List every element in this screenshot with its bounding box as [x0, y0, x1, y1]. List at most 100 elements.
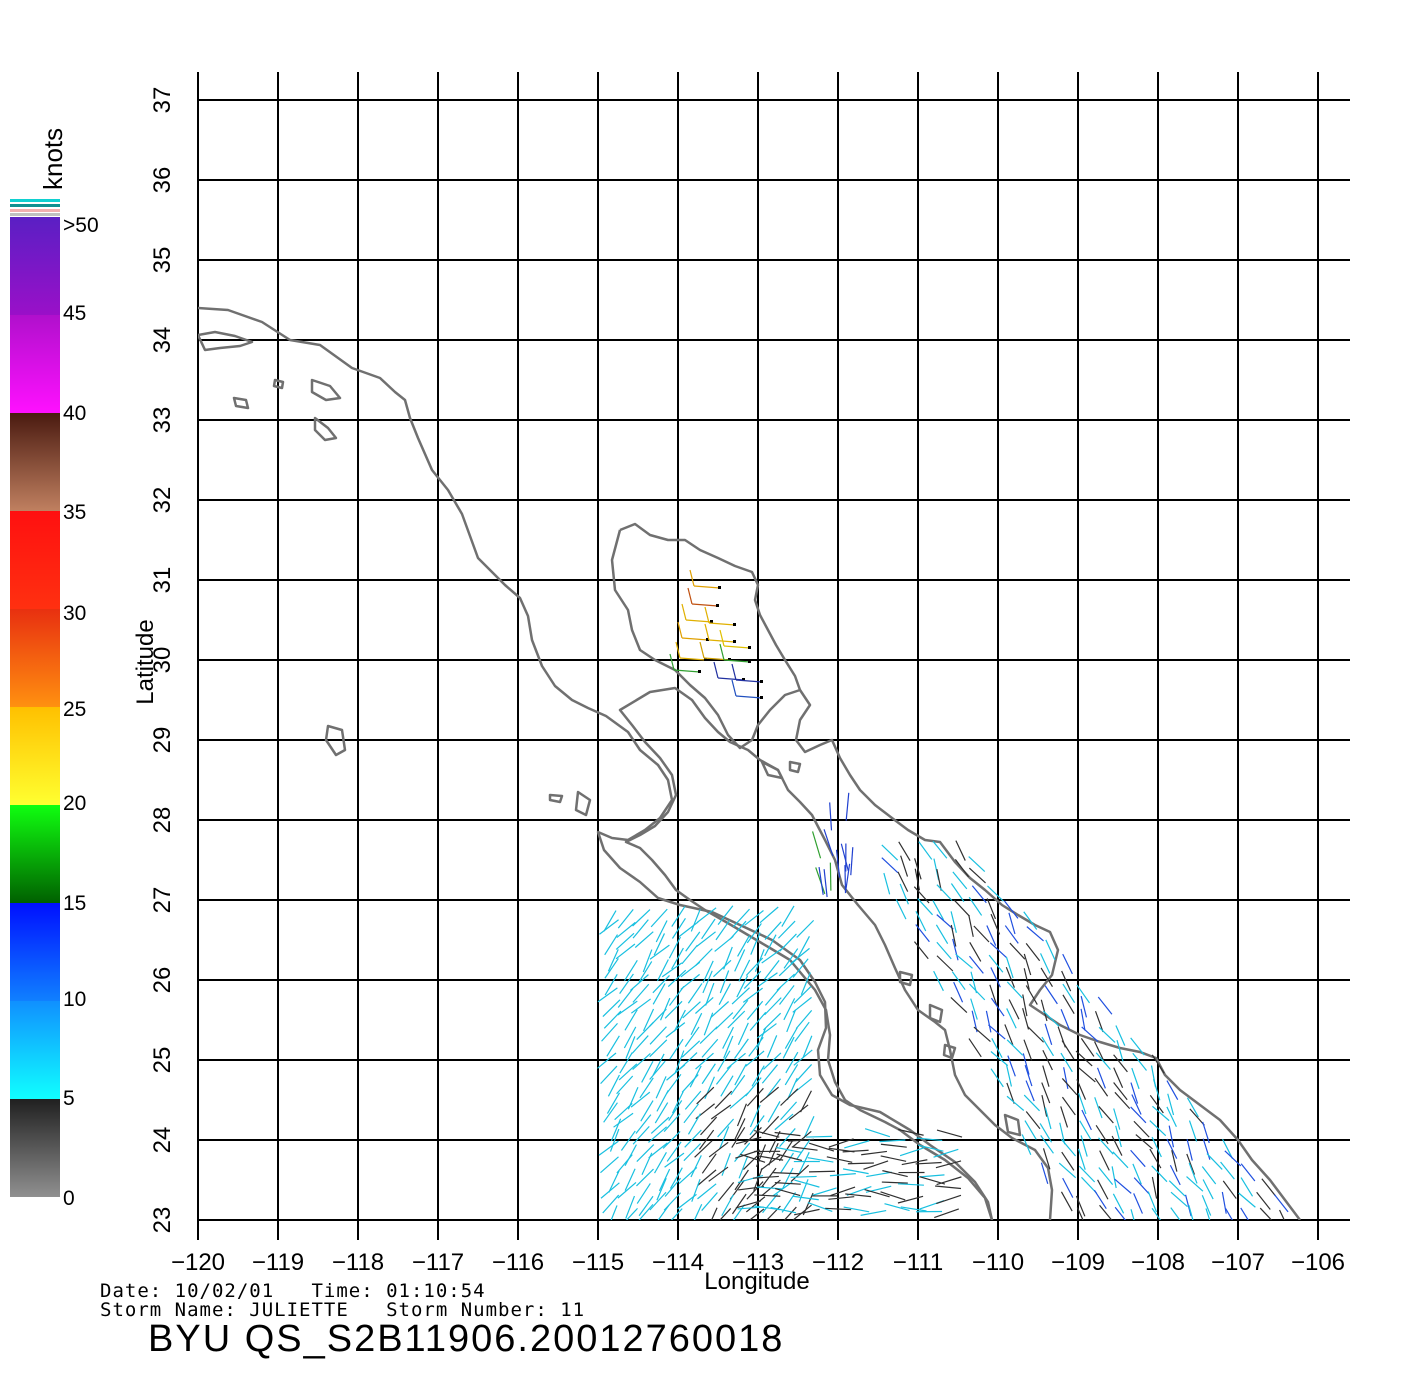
wind-vector	[1094, 1011, 1104, 1033]
lon-tick-label: −108	[1131, 1249, 1185, 1276]
wind-vector	[618, 1063, 638, 1081]
wind-vector	[990, 1068, 1004, 1088]
wind-vector	[990, 1051, 1009, 1067]
wind-vector	[901, 1159, 928, 1166]
wind-vector	[884, 1203, 910, 1212]
wind-vector-origin	[710, 620, 713, 623]
island-5	[313, 416, 338, 442]
wind-vector	[1133, 1120, 1150, 1138]
wind-vector	[738, 1155, 749, 1179]
wind-vector	[704, 606, 710, 624]
wind-vector	[1078, 1067, 1096, 1083]
wind-vector	[864, 1128, 891, 1138]
latitude-tick-labels: 23 24 25 26 27 28 29 30 31 32 33 34 35 36 37	[149, 87, 176, 1234]
lon-tick-label: −120	[171, 1249, 225, 1276]
legend-tick-label: 25	[63, 698, 86, 721]
wind-vector	[603, 910, 617, 932]
wind-vector-origin	[706, 638, 709, 641]
wind-vector	[1167, 1093, 1175, 1116]
wind-vector	[636, 1168, 654, 1187]
wind-vector	[1240, 1163, 1256, 1182]
wind-vector	[1186, 1097, 1199, 1118]
wind-vector	[936, 955, 954, 972]
wind-vector	[649, 1060, 666, 1080]
wind-vector	[742, 987, 763, 1003]
wind-vector	[845, 792, 850, 821]
wind-vector	[639, 1077, 654, 1099]
wind-vector	[1095, 1052, 1111, 1070]
wind-vector	[693, 1203, 703, 1220]
lon-tick-label: −117	[412, 1249, 464, 1276]
wind-vector	[794, 1179, 820, 1188]
wind-vector	[632, 909, 651, 927]
wind-vector	[986, 898, 997, 920]
wind-vector	[658, 1168, 671, 1192]
wind-vector	[1042, 1010, 1060, 1027]
wind-vector	[1152, 1105, 1170, 1122]
wind-vector	[745, 1050, 765, 1067]
wind-vector	[723, 645, 751, 649]
wind-vector	[1256, 1191, 1271, 1210]
wind-vector	[652, 1053, 665, 1076]
product-title: BYU QS_S2B11906.20012760018	[148, 1318, 785, 1360]
wind-vector	[842, 1149, 869, 1153]
wind-vector	[601, 1022, 618, 1042]
wind-vector	[1023, 953, 1032, 976]
wind-vector	[749, 1104, 761, 1128]
wind-vector	[1041, 1095, 1048, 1117]
wind-vector	[796, 1138, 811, 1160]
wind-vector	[653, 933, 666, 956]
wind-vector	[749, 1011, 767, 1031]
wind-vector	[788, 1104, 809, 1121]
wind-vector	[950, 911, 957, 933]
wind-vector	[655, 1076, 667, 1099]
wind-vector	[666, 1064, 686, 1081]
gulf-coast-mainland	[610, 529, 1301, 1220]
wind-vector	[656, 1177, 667, 1201]
wind-vector	[713, 661, 719, 679]
wind-vector	[719, 970, 730, 994]
legend-tick-label: 10	[63, 988, 86, 1011]
wind-vector	[597, 987, 618, 1003]
wind-vector	[757, 972, 778, 988]
wind-vector	[708, 1166, 729, 1182]
wind-vector	[1279, 1209, 1285, 1220]
wind-vector	[1040, 967, 1053, 988]
wind-vector	[1009, 942, 1026, 960]
wind-vector	[1113, 1067, 1124, 1088]
wind-vector	[669, 653, 675, 671]
wind-vector	[1166, 1106, 1177, 1127]
wind-vector	[1025, 985, 1038, 1005]
wind-vector	[1042, 1148, 1051, 1170]
wind-vector	[783, 998, 796, 1021]
legend-bars	[10, 199, 60, 216]
wind-vector	[723, 1035, 734, 1059]
wind-vector	[759, 1086, 780, 1103]
wind-vector	[1130, 1149, 1146, 1168]
wind-vector	[818, 866, 824, 895]
wind-vector	[781, 905, 795, 927]
wind-vector	[791, 1146, 818, 1151]
wind-vector	[1023, 968, 1030, 990]
wind-vector	[919, 1176, 946, 1185]
wind-vector	[666, 1141, 682, 1162]
wind-vector	[829, 862, 832, 891]
legend-band	[10, 903, 60, 1001]
wind-vector	[1042, 1065, 1050, 1087]
wind-vector	[632, 1125, 650, 1145]
wind-vector	[1078, 1165, 1096, 1183]
wind-vector	[1075, 1195, 1086, 1217]
wind-vector	[685, 619, 713, 623]
wind-vector	[776, 1153, 803, 1162]
wind-vector	[1168, 1125, 1175, 1148]
wind-vector	[746, 923, 762, 944]
wind-vector	[897, 1183, 924, 1186]
wind-vector	[1169, 1164, 1181, 1186]
wind-vector	[617, 988, 634, 1008]
wind-vector	[968, 867, 986, 884]
wind-vector	[680, 961, 701, 978]
wind-vector	[744, 1127, 762, 1145]
wind-vector	[765, 1078, 782, 1099]
wind-vector	[915, 1161, 942, 1165]
wind-vector	[638, 961, 653, 983]
